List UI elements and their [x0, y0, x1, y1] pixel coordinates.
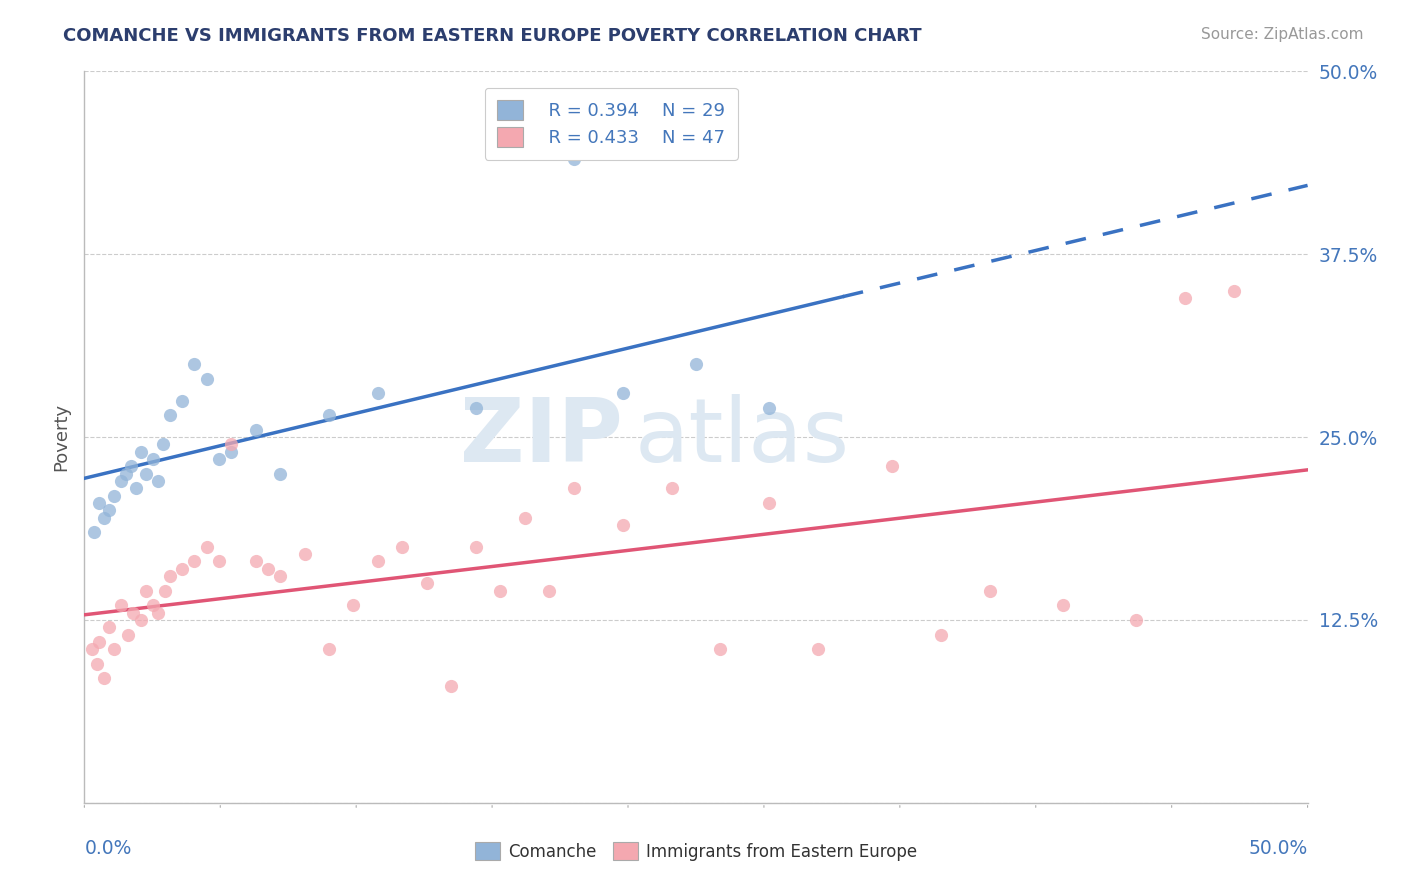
Point: [464, 401, 486, 415]
Point: [146, 606, 169, 620]
Point: [146, 474, 169, 488]
Point: [110, 474, 132, 488]
Point: [269, 467, 291, 481]
Point: [391, 540, 413, 554]
Point: [1125, 613, 1147, 627]
Point: [159, 569, 181, 583]
Point: [758, 496, 780, 510]
Point: [159, 408, 181, 422]
Point: [464, 540, 486, 554]
Point: [807, 642, 830, 657]
Point: [195, 371, 218, 385]
Point: [115, 467, 138, 481]
Legend: Comanche, Immigrants from Eastern Europe: Comanche, Immigrants from Eastern Europe: [468, 836, 924, 868]
Point: [152, 437, 174, 451]
Point: [97, 503, 120, 517]
Text: ZIP: ZIP: [460, 393, 623, 481]
Point: [129, 444, 152, 458]
Text: Source: ZipAtlas.com: Source: ZipAtlas.com: [1201, 27, 1364, 42]
Point: [110, 599, 132, 613]
Point: [87, 635, 110, 649]
Point: [1223, 284, 1246, 298]
Point: [103, 642, 125, 657]
Point: [709, 642, 731, 657]
Y-axis label: Poverty: Poverty: [52, 403, 70, 471]
Point: [269, 569, 291, 583]
Point: [416, 576, 439, 591]
Point: [1174, 291, 1197, 305]
Point: [489, 583, 512, 598]
Text: atlas: atlas: [636, 393, 851, 481]
Point: [294, 547, 316, 561]
Point: [183, 357, 205, 371]
Point: [612, 386, 634, 401]
Point: [195, 540, 218, 554]
Point: [142, 599, 165, 613]
Point: [880, 459, 903, 474]
Point: [97, 620, 120, 634]
Point: [87, 496, 110, 510]
Point: [122, 606, 145, 620]
Point: [135, 583, 157, 598]
Point: [685, 357, 707, 371]
Point: [562, 481, 585, 495]
Point: [208, 554, 231, 568]
Point: [80, 642, 103, 657]
Point: [208, 452, 231, 467]
Point: [129, 613, 152, 627]
Point: [135, 467, 157, 481]
Point: [758, 401, 780, 415]
Point: [342, 599, 364, 613]
Point: [219, 444, 242, 458]
Point: [612, 517, 634, 532]
Point: [245, 423, 267, 437]
Point: [257, 562, 280, 576]
Point: [1052, 599, 1074, 613]
Point: [125, 481, 148, 495]
Point: [440, 679, 463, 693]
Point: [120, 459, 142, 474]
Text: 0.0%: 0.0%: [84, 839, 132, 858]
Text: COMANCHE VS IMMIGRANTS FROM EASTERN EUROPE POVERTY CORRELATION CHART: COMANCHE VS IMMIGRANTS FROM EASTERN EURO…: [63, 27, 922, 45]
Point: [513, 510, 536, 524]
Point: [83, 525, 105, 540]
Point: [86, 657, 108, 671]
Point: [117, 627, 139, 641]
Point: [245, 554, 267, 568]
Point: [538, 583, 561, 598]
Point: [142, 452, 165, 467]
Point: [93, 510, 115, 524]
Point: [172, 393, 194, 408]
Point: [562, 152, 585, 166]
Point: [318, 408, 340, 422]
Point: [219, 437, 242, 451]
Point: [318, 642, 340, 657]
Point: [367, 554, 389, 568]
Text: 50.0%: 50.0%: [1249, 839, 1308, 858]
Point: [93, 672, 115, 686]
Point: [929, 627, 952, 641]
Point: [183, 554, 205, 568]
Point: [172, 562, 194, 576]
Point: [979, 583, 1001, 598]
Point: [103, 489, 125, 503]
Point: [661, 481, 683, 495]
Point: [367, 386, 389, 401]
Point: [153, 583, 176, 598]
